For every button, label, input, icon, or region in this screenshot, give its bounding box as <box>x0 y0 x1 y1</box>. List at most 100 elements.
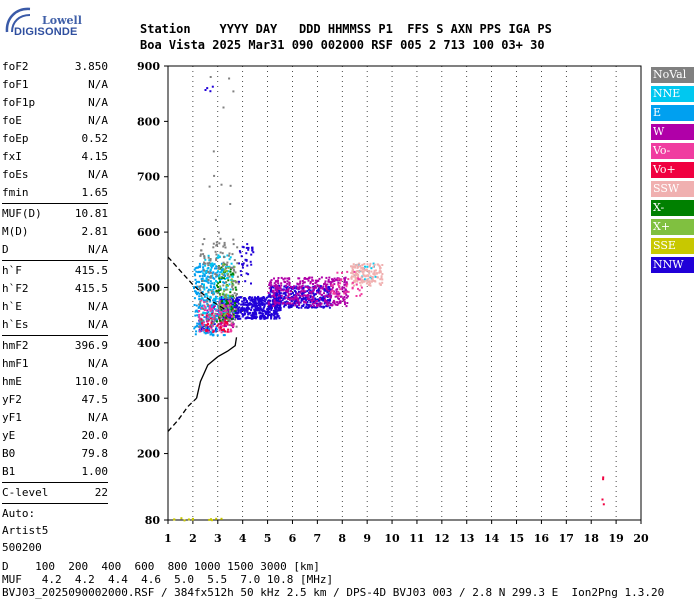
data-point <box>373 271 376 274</box>
data-point <box>218 326 221 329</box>
data-point <box>351 281 354 284</box>
data-point <box>216 313 219 316</box>
data-point <box>242 303 245 306</box>
data-point <box>198 326 201 328</box>
data-point <box>274 304 277 307</box>
profile-line-dashed-lower <box>167 397 198 432</box>
data-point <box>231 272 234 275</box>
data-point <box>282 297 285 300</box>
data-point <box>229 320 232 323</box>
data-point <box>317 302 320 305</box>
data-point <box>209 259 212 262</box>
data-point <box>196 314 199 317</box>
data-point <box>231 285 234 288</box>
data-point <box>234 271 237 274</box>
data-point <box>341 286 344 289</box>
data-point <box>332 292 335 295</box>
data-point <box>325 276 328 279</box>
data-point <box>204 89 207 91</box>
data-point <box>205 330 208 333</box>
param-value: N/A <box>88 357 108 370</box>
data-point <box>244 301 247 304</box>
data-point <box>259 317 262 320</box>
data-point <box>208 327 210 330</box>
data-point <box>313 293 316 296</box>
data-point <box>199 271 202 273</box>
data-point <box>306 295 309 298</box>
data-point <box>309 301 312 304</box>
data-point <box>341 288 344 291</box>
data-point <box>225 316 227 319</box>
data-point <box>259 308 262 311</box>
data-point <box>199 265 202 268</box>
data-point <box>310 298 313 301</box>
param-label: foF1p <box>2 96 36 109</box>
data-point <box>207 271 210 273</box>
data-point <box>309 289 312 292</box>
plot-frame <box>167 65 642 521</box>
data-point <box>269 307 272 310</box>
data-point <box>222 297 225 299</box>
data-point <box>247 246 250 249</box>
data-point <box>198 330 201 333</box>
data-point <box>232 299 234 302</box>
data-point <box>300 286 303 289</box>
data-point <box>290 304 292 307</box>
data-point <box>290 296 293 299</box>
data-point <box>205 324 208 327</box>
data-point <box>250 253 253 256</box>
data-point <box>218 267 221 270</box>
data-point <box>333 283 336 286</box>
data-point <box>288 303 291 306</box>
data-point <box>322 298 325 301</box>
data-point <box>246 304 248 306</box>
data-point <box>210 282 213 285</box>
data-point <box>247 303 250 306</box>
data-point <box>210 324 213 327</box>
data-point <box>250 263 253 266</box>
param-label: h`F <box>2 264 22 277</box>
data-point <box>218 302 221 305</box>
data-point <box>211 519 213 522</box>
data-point <box>224 246 227 249</box>
data-point <box>270 309 273 311</box>
param-label: hmF2 <box>2 339 29 352</box>
data-point <box>235 308 238 311</box>
data-point <box>293 289 296 292</box>
data-point <box>198 275 201 278</box>
data-point <box>209 309 212 312</box>
data-point <box>242 314 245 317</box>
data-point <box>218 297 221 300</box>
data-point <box>217 282 220 285</box>
data-point <box>207 319 210 322</box>
data-point <box>226 312 229 315</box>
data-point <box>199 321 202 324</box>
x-tick-label: 15 <box>509 532 524 545</box>
data-point <box>297 283 300 286</box>
data-point <box>298 277 301 280</box>
data-point <box>216 314 219 317</box>
data-point <box>211 320 214 323</box>
data-point <box>376 276 379 279</box>
data-point <box>309 296 312 299</box>
data-point <box>249 260 252 263</box>
data-point <box>223 268 226 271</box>
data-point <box>236 275 239 278</box>
data-point <box>236 293 238 296</box>
data-point <box>219 322 222 325</box>
data-point <box>243 307 246 310</box>
data-point <box>312 286 315 289</box>
data-point <box>328 301 331 304</box>
data-point <box>271 294 274 297</box>
data-point <box>284 304 287 307</box>
data-point <box>280 282 283 285</box>
data-point <box>236 304 239 307</box>
param-label: foE <box>2 114 22 127</box>
data-point <box>207 291 210 294</box>
data-point <box>350 276 353 279</box>
data-point <box>214 317 216 320</box>
data-point <box>229 316 232 319</box>
data-point <box>257 308 260 311</box>
data-point <box>217 274 220 277</box>
y-tick-label: 900 <box>137 60 160 73</box>
